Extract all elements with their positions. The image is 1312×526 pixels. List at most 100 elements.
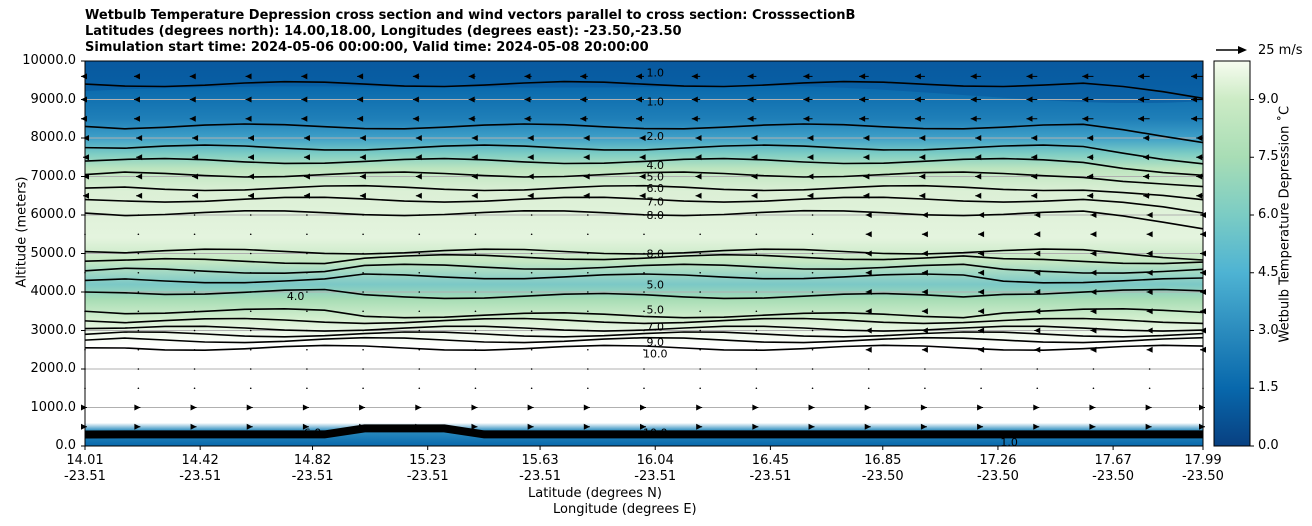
wind-vector-head bbox=[751, 173, 758, 180]
wind-vector-head bbox=[1196, 135, 1203, 141]
wind-vector-head bbox=[527, 135, 534, 141]
wind-vector-head bbox=[1089, 423, 1096, 430]
x-tick-lat: 17.67 bbox=[1094, 453, 1132, 468]
wind-vector-head bbox=[640, 404, 646, 411]
colorbar-tick-label: 0.0 bbox=[1258, 438, 1279, 453]
wind-vector-head bbox=[919, 192, 926, 199]
wind-vector-head bbox=[1087, 173, 1094, 180]
wind-vector bbox=[474, 329, 477, 332]
wind-vector-head bbox=[415, 135, 422, 141]
wind-vector bbox=[811, 348, 814, 351]
wind-vector-head bbox=[1145, 423, 1152, 430]
wind-vector-head bbox=[583, 135, 590, 141]
wind-vector-head bbox=[639, 154, 646, 161]
wind-vector-head bbox=[527, 154, 534, 161]
wind-vector-head bbox=[751, 154, 758, 161]
x-tick-lat: 14.42 bbox=[181, 453, 219, 468]
wind-vector-head bbox=[1090, 346, 1097, 353]
wind-vector-head bbox=[302, 404, 309, 411]
wind-vector-head bbox=[864, 423, 871, 430]
x-tick-lon: -23.51 bbox=[634, 469, 677, 484]
contour-label-0: 1.0 bbox=[646, 67, 664, 80]
wind-vector-head bbox=[412, 73, 419, 80]
wind-vector bbox=[699, 329, 701, 332]
wind-vector-head bbox=[359, 135, 366, 141]
wind-vector-head bbox=[1138, 73, 1145, 80]
wind-vector-head bbox=[1143, 173, 1150, 180]
wind-vector bbox=[530, 214, 533, 216]
wind-vector-head bbox=[747, 96, 754, 103]
x-tick-lon: -23.51 bbox=[179, 469, 222, 484]
wind-vector-head bbox=[970, 96, 977, 103]
wind-vector-head bbox=[919, 135, 926, 141]
wind-vector-head bbox=[1196, 192, 1203, 199]
wind-vector-head bbox=[134, 423, 141, 430]
wind-vector-head bbox=[302, 423, 309, 430]
y-tick-label: 1000.0 bbox=[30, 399, 77, 415]
wind-vector-head bbox=[921, 212, 928, 218]
wind-vector bbox=[306, 271, 308, 274]
wind-vector-head bbox=[1146, 346, 1153, 353]
wind-vector-head bbox=[975, 135, 982, 141]
wind-vector bbox=[530, 233, 533, 236]
wind-vector bbox=[137, 291, 140, 293]
wind-vector-head bbox=[1199, 404, 1205, 411]
wind-vector-head bbox=[580, 73, 587, 80]
wind-vector-head bbox=[415, 404, 422, 411]
wind-vector-head bbox=[81, 423, 87, 430]
y-tick-label: 0.0 bbox=[55, 438, 76, 453]
wind-vector-head bbox=[1031, 135, 1038, 141]
wind-vector-head bbox=[1138, 115, 1145, 122]
wind-vector bbox=[418, 368, 421, 370]
wind-vector-head bbox=[133, 73, 140, 80]
wind-vector-head bbox=[583, 173, 590, 180]
wind-vector bbox=[418, 214, 421, 216]
x-tick-lat: 17.99 bbox=[1184, 453, 1222, 468]
colorbar-label: Wetbulb Temperature Depression ˚C bbox=[1277, 105, 1293, 343]
wind-vector-head bbox=[468, 96, 475, 103]
contour-line-12 bbox=[84, 288, 1204, 300]
wind-vector bbox=[362, 252, 364, 255]
wind-vector bbox=[474, 310, 477, 313]
wind-vector-head bbox=[865, 250, 872, 257]
wind-vector bbox=[530, 368, 533, 370]
contour-line-1 bbox=[84, 123, 1204, 144]
wind-vector bbox=[755, 368, 758, 370]
wind-vector bbox=[137, 310, 140, 313]
wind-vector-head bbox=[1082, 96, 1089, 103]
wind-vector bbox=[587, 329, 589, 332]
wind-vector bbox=[587, 348, 589, 351]
wind-vector-head bbox=[747, 115, 754, 122]
wind-vector bbox=[193, 214, 196, 216]
y-tick-label: 9000.0 bbox=[30, 91, 77, 107]
x-tick-lat: 16.04 bbox=[636, 453, 674, 468]
wind-vector-head bbox=[803, 73, 810, 80]
wind-vector-head bbox=[1143, 192, 1150, 199]
wind-vector bbox=[924, 368, 926, 370]
wind-vector-head bbox=[1026, 96, 1033, 103]
wind-vector bbox=[530, 348, 533, 351]
contour-line-9 bbox=[84, 253, 1204, 265]
wind-vector-head bbox=[527, 192, 534, 199]
wind-vector-head bbox=[359, 173, 366, 180]
y-tick-label: 6000.0 bbox=[30, 207, 77, 222]
wind-vector bbox=[811, 368, 814, 370]
contour-label-6: 7.0 bbox=[646, 196, 664, 209]
wind-vector bbox=[755, 310, 758, 313]
colorbar bbox=[1213, 60, 1251, 447]
wind-vector-head bbox=[1199, 423, 1205, 430]
wind-vector-head bbox=[192, 192, 199, 199]
wind-vector-head bbox=[1146, 250, 1153, 257]
title-line-1: Wetbulb Temperature Depression cross sec… bbox=[85, 8, 856, 23]
wind-vector-head bbox=[1089, 404, 1096, 411]
x-tick-lat: 14.01 bbox=[66, 453, 104, 468]
wind-vector-head bbox=[807, 154, 814, 161]
contour-label-2: 2.0 bbox=[646, 130, 664, 143]
wind-vector bbox=[193, 291, 196, 293]
wind-vector-head bbox=[412, 115, 419, 122]
wind-vector-head bbox=[415, 173, 422, 180]
x-tick-lon: -23.50 bbox=[976, 469, 1019, 484]
x-tick-lat: 16.85 bbox=[864, 453, 902, 468]
wind-vector bbox=[362, 368, 364, 370]
contour-label-9: 5.0 bbox=[646, 278, 664, 291]
